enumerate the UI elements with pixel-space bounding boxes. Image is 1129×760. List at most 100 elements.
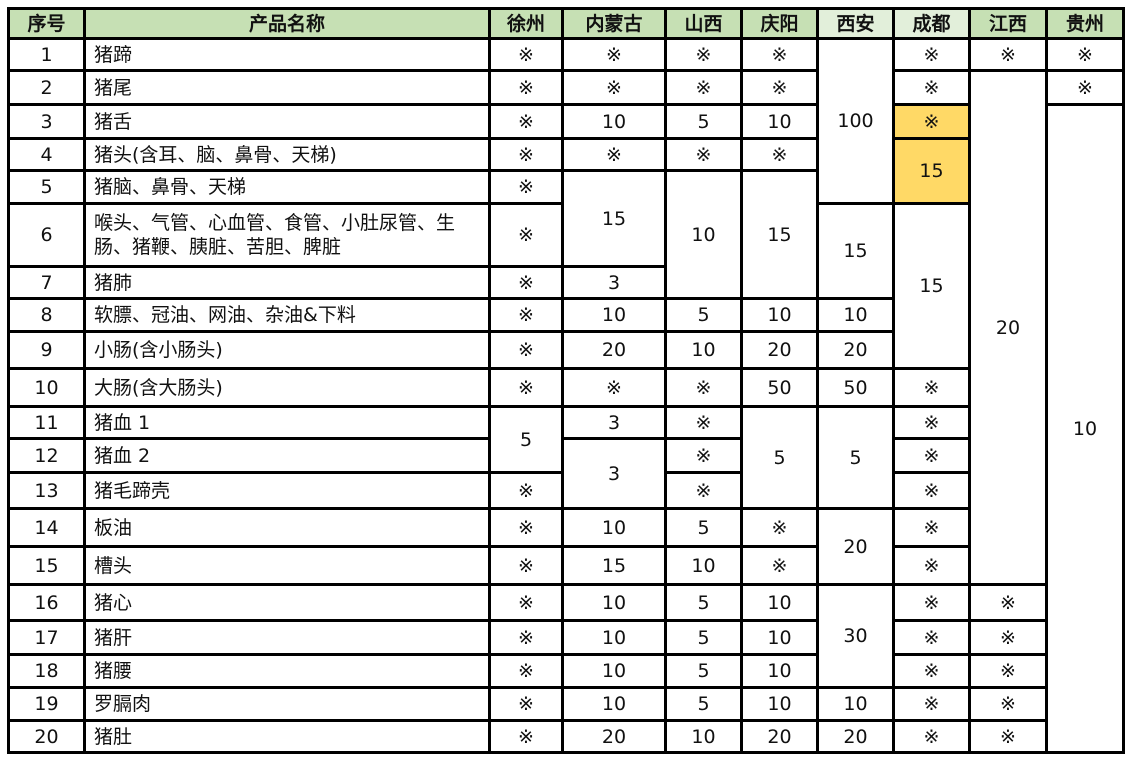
- value-cell: 5: [664, 583, 743, 622]
- value-cell: 3: [561, 265, 667, 300]
- product-name: 猪尾: [83, 69, 491, 106]
- column-header: 贵州: [1045, 7, 1125, 40]
- row-number: 5: [7, 169, 86, 205]
- row-number: 15: [7, 545, 86, 586]
- product-name: 板油: [83, 507, 491, 548]
- value-cell: ※: [488, 545, 564, 586]
- value-cell: ※: [968, 619, 1048, 656]
- value-cell: 10: [561, 103, 667, 140]
- row-number: 1: [7, 37, 86, 72]
- value-cell: 20: [816, 507, 895, 586]
- value-cell: 5: [488, 405, 564, 474]
- value-cell: ※: [488, 103, 564, 140]
- value-cell: ※: [892, 69, 971, 106]
- value-cell: ※: [968, 653, 1048, 689]
- value-cell: ※: [968, 583, 1048, 622]
- value-cell: ※: [488, 169, 564, 205]
- table-row: 14 板油 ※ 10 5 ※ 20 ※: [7, 507, 1124, 586]
- row-number: 11: [7, 405, 86, 440]
- value-cell: ※: [488, 137, 564, 172]
- value-cell: 10: [740, 686, 819, 722]
- row-number: 3: [7, 103, 86, 140]
- value-cell: 10: [561, 686, 667, 722]
- value-cell: ※: [892, 619, 971, 656]
- value-cell: 3: [561, 437, 667, 510]
- value-cell: ※: [488, 719, 564, 754]
- product-name: 软膘、冠油、网油、杂油&下料: [83, 297, 491, 333]
- value-cell: 5: [664, 297, 743, 333]
- value-cell: 10: [816, 297, 895, 333]
- product-name: 猪血 1: [83, 405, 491, 440]
- value-cell: ※: [488, 69, 564, 106]
- value-cell: 15: [740, 169, 819, 300]
- value-cell: 20: [968, 69, 1048, 586]
- value-cell: 10: [664, 169, 743, 300]
- row-number: 17: [7, 619, 86, 656]
- product-name: 猪肚: [83, 719, 491, 754]
- value-cell: ※: [892, 471, 971, 510]
- product-name: 猪头(含耳、脑、鼻骨、天梯): [83, 137, 491, 172]
- value-cell: 50: [816, 367, 895, 408]
- row-number: 16: [7, 583, 86, 622]
- value-cell: 10: [561, 583, 667, 622]
- value-cell: ※: [561, 137, 667, 172]
- row-number: 13: [7, 471, 86, 510]
- value-cell: 5: [664, 653, 743, 689]
- value-cell: 3: [561, 405, 667, 440]
- value-cell: ※: [488, 265, 564, 300]
- row-number: 8: [7, 297, 86, 333]
- value-cell: ※: [892, 37, 971, 72]
- value-cell: 15: [561, 545, 667, 586]
- value-cell: ※: [968, 719, 1048, 754]
- table-row: 7 猪肺 ※ 3: [7, 265, 1124, 300]
- row-number: 9: [7, 330, 86, 370]
- value-cell: 20: [740, 330, 819, 370]
- value-cell: 15: [561, 169, 667, 268]
- value-cell: 15: [892, 137, 971, 205]
- value-cell: ※: [892, 103, 971, 140]
- table-row: 1 猪蹄 ※ ※ ※ ※ 100 ※ ※ ※: [7, 37, 1125, 205]
- table-row: 18 猪腰 ※ 10 5 10 ※ ※: [7, 653, 1124, 689]
- value-cell: 100: [816, 37, 895, 205]
- value-cell: 10: [740, 653, 819, 689]
- row-number: 20: [7, 719, 86, 754]
- column-header: 序号: [7, 7, 86, 40]
- value-cell: ※: [488, 330, 564, 370]
- product-name: 槽头: [83, 545, 491, 586]
- row-number: 19: [7, 686, 86, 722]
- value-cell: ※: [664, 437, 743, 474]
- column-header: 庆阳: [740, 7, 819, 40]
- value-cell: ※: [488, 367, 564, 408]
- product-name: 猪腰: [83, 653, 491, 689]
- value-cell: 20: [816, 719, 895, 754]
- value-cell: 50: [740, 367, 819, 408]
- value-cell: 5: [664, 619, 743, 656]
- value-cell: ※: [968, 686, 1048, 722]
- value-cell: ※: [664, 37, 743, 72]
- value-cell: 10: [561, 619, 667, 656]
- value-cell: ※: [740, 69, 819, 106]
- value-cell: 5: [664, 686, 743, 722]
- row-number: 18: [7, 653, 86, 689]
- value-cell: 20: [816, 330, 895, 370]
- value-cell: ※: [488, 507, 564, 548]
- table-row: 17 猪肝 ※ 10 5 10 ※ ※: [7, 619, 1124, 656]
- value-cell: ※: [664, 137, 743, 172]
- table-row: 4 猪头(含耳、脑、鼻骨、天梯) ※ ※ ※ ※ 15: [7, 137, 1124, 205]
- product-name: 猪肝: [83, 619, 491, 656]
- value-cell: 20: [740, 719, 819, 754]
- value-cell: 10: [816, 686, 895, 722]
- column-header: 西安: [816, 7, 895, 40]
- value-cell: ※: [488, 619, 564, 656]
- product-name: 猪舌: [83, 103, 491, 140]
- value-cell: ※: [968, 37, 1048, 72]
- product-name: 猪心: [83, 583, 491, 622]
- value-cell: ※: [561, 367, 667, 408]
- row-number: 10: [7, 367, 86, 408]
- value-cell: 15: [816, 202, 895, 300]
- value-cell: 5: [816, 405, 895, 510]
- value-cell: 10: [740, 583, 819, 622]
- table-row: 11 猪血 1 5 3 ※ 5 5 ※: [7, 405, 1124, 510]
- table-row: 2 猪尾 ※ ※ ※ ※ ※ 20 ※: [7, 69, 1125, 586]
- value-cell: ※: [892, 507, 971, 548]
